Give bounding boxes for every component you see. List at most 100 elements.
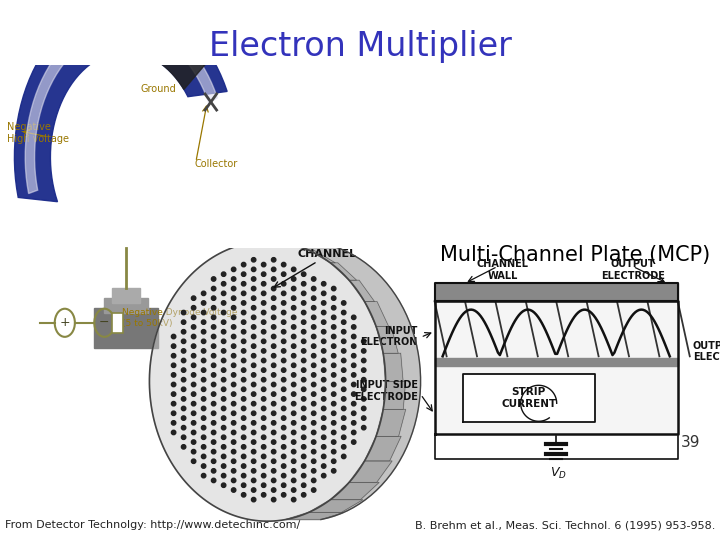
Circle shape [192, 430, 196, 435]
Circle shape [302, 349, 306, 353]
Circle shape [171, 334, 176, 339]
Circle shape [171, 363, 176, 368]
Circle shape [202, 406, 206, 411]
Circle shape [222, 329, 226, 334]
Circle shape [312, 286, 316, 291]
Circle shape [251, 344, 256, 348]
Circle shape [231, 373, 236, 377]
Circle shape [292, 478, 296, 483]
Circle shape [271, 325, 276, 329]
Circle shape [212, 315, 216, 320]
Circle shape [222, 474, 226, 478]
Circle shape [282, 320, 286, 325]
Circle shape [331, 344, 336, 348]
Circle shape [222, 435, 226, 440]
Circle shape [241, 329, 246, 334]
Circle shape [192, 382, 196, 387]
Circle shape [322, 387, 326, 392]
Circle shape [322, 329, 326, 334]
Circle shape [212, 382, 216, 387]
Circle shape [171, 344, 176, 348]
Circle shape [331, 449, 336, 454]
Circle shape [331, 459, 336, 463]
Circle shape [312, 363, 316, 368]
Circle shape [212, 344, 216, 348]
Circle shape [261, 329, 266, 334]
Circle shape [341, 406, 346, 411]
Circle shape [171, 430, 176, 435]
Circle shape [282, 492, 286, 497]
Circle shape [222, 272, 226, 276]
Circle shape [222, 426, 226, 430]
Circle shape [202, 397, 206, 401]
Circle shape [292, 459, 296, 463]
Circle shape [181, 416, 186, 420]
Circle shape [361, 426, 366, 430]
Circle shape [212, 478, 216, 483]
Polygon shape [435, 301, 678, 434]
Circle shape [181, 329, 186, 334]
Circle shape [292, 315, 296, 320]
Circle shape [202, 320, 206, 325]
Circle shape [241, 262, 246, 267]
Circle shape [192, 306, 196, 310]
Circle shape [251, 325, 256, 329]
Text: Ground: Ground [140, 84, 176, 94]
Circle shape [361, 368, 366, 372]
Circle shape [282, 368, 286, 372]
Circle shape [241, 464, 246, 468]
Circle shape [212, 402, 216, 406]
Circle shape [202, 454, 206, 458]
Circle shape [261, 320, 266, 325]
Circle shape [302, 483, 306, 488]
Circle shape [351, 325, 356, 329]
Circle shape [312, 421, 316, 425]
Circle shape [241, 474, 246, 478]
Text: STRIP
CURRENT: STRIP CURRENT [501, 388, 557, 409]
Circle shape [241, 281, 246, 286]
Circle shape [261, 359, 266, 363]
Polygon shape [435, 284, 678, 301]
Circle shape [251, 382, 256, 387]
Polygon shape [330, 482, 379, 500]
Circle shape [361, 377, 366, 382]
Circle shape [271, 411, 276, 415]
Circle shape [302, 368, 306, 372]
Circle shape [251, 411, 256, 415]
Circle shape [312, 402, 316, 406]
Text: OUTPUT
ELECTRODE: OUTPUT ELECTRODE [600, 259, 665, 281]
Circle shape [331, 469, 336, 473]
Circle shape [341, 329, 346, 334]
Circle shape [241, 291, 246, 295]
Circle shape [202, 435, 206, 440]
Circle shape [341, 397, 346, 401]
Circle shape [282, 262, 286, 267]
Circle shape [322, 416, 326, 420]
Circle shape [312, 469, 316, 473]
FancyBboxPatch shape [112, 313, 123, 333]
Circle shape [322, 435, 326, 440]
Circle shape [292, 296, 296, 300]
Circle shape [192, 449, 196, 454]
Circle shape [231, 402, 236, 406]
Circle shape [261, 368, 266, 372]
Text: Collector: Collector [194, 159, 238, 169]
Circle shape [361, 416, 366, 420]
Circle shape [241, 444, 246, 449]
Text: −: − [99, 316, 109, 329]
Circle shape [212, 334, 216, 339]
Circle shape [261, 406, 266, 411]
Text: CHANNEL
WALL: CHANNEL WALL [477, 259, 528, 281]
Circle shape [241, 387, 246, 392]
Circle shape [212, 373, 216, 377]
Circle shape [341, 454, 346, 458]
Circle shape [302, 329, 306, 334]
Circle shape [282, 474, 286, 478]
Circle shape [171, 402, 176, 406]
Circle shape [302, 310, 306, 315]
Circle shape [351, 373, 356, 377]
Circle shape [202, 426, 206, 430]
Circle shape [292, 421, 296, 425]
Circle shape [212, 306, 216, 310]
Circle shape [181, 320, 186, 325]
